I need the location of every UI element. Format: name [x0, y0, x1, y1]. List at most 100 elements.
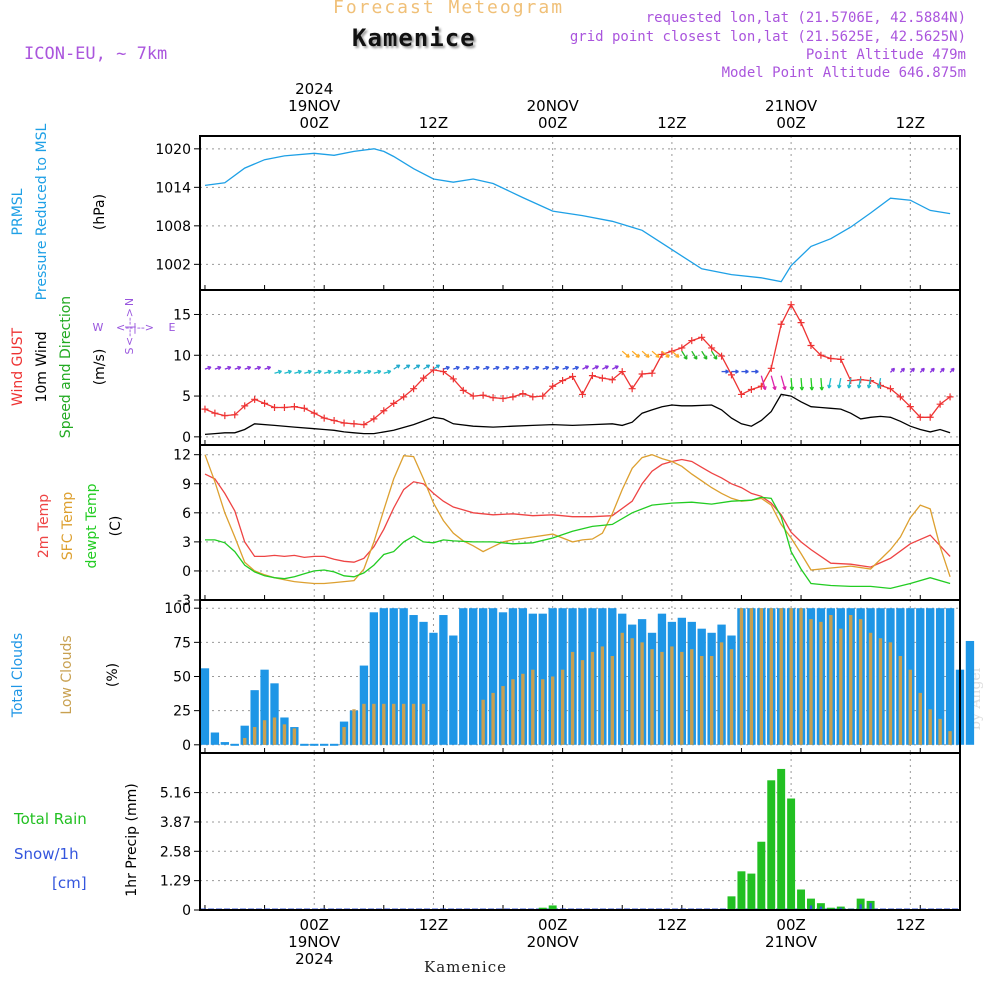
wind-direction-arrow: [711, 350, 718, 360]
wind-gust-marker: [201, 405, 209, 413]
wind-gust-marker: [459, 386, 467, 394]
low-cloud-bar: [590, 651, 595, 745]
total-cloud-bar: [379, 608, 388, 745]
y-axis-title: Wind GUST: [10, 327, 26, 406]
total-cloud-bar: [429, 632, 438, 745]
wind-direction-arrow: [681, 350, 688, 360]
compass-e: E: [169, 321, 176, 334]
wind-direction-arrowhead: [837, 384, 842, 389]
wind-gust-marker: [578, 390, 586, 398]
wind-gust-marker: [231, 411, 239, 419]
wind-gust-marker: [400, 393, 408, 401]
y-axis-title: Low Clouds: [59, 635, 75, 714]
wind-direction-arrowhead: [856, 384, 862, 389]
wind-direction-arrowhead: [645, 353, 650, 358]
wind-direction-arrowhead: [555, 365, 560, 371]
wind-direction-arrowhead: [703, 355, 708, 360]
wind-direction-arrowhead: [762, 386, 767, 391]
wind-direction-arrowhead: [614, 365, 619, 370]
wind-gust-marker: [330, 417, 338, 425]
wind-direction-arrowhead: [735, 369, 739, 374]
total-cloud-bar: [449, 635, 458, 745]
time-label-bottom: 12Z: [896, 916, 925, 934]
low-cloud-bar: [352, 709, 356, 745]
time-label-bottom: 21NOV: [765, 933, 818, 951]
snow-bar: [869, 903, 872, 910]
wind-gust-marker: [837, 355, 845, 363]
wind-gust-marker: [300, 404, 308, 412]
time-label-bottom: 00Z: [538, 916, 567, 934]
rain-bar: [797, 889, 806, 910]
wind-direction-arrowhead: [515, 365, 520, 371]
wind-direction-arrow: [848, 377, 852, 389]
wind-gust-marker: [549, 382, 557, 390]
y-tick-label: 0: [182, 738, 191, 754]
y-axis-title: 10m Wind: [34, 331, 50, 402]
low-cloud-bar: [799, 608, 803, 745]
requested-coords: requested lon,lat (21.5706E, 42.5884N): [645, 10, 966, 26]
wind-direction-arrowhead: [900, 367, 906, 372]
wind-gust-marker: [469, 392, 477, 400]
wind-direction-arrowhead: [866, 384, 872, 389]
total-cloud-bar: [220, 742, 230, 745]
wind-direction-arrowhead: [485, 365, 490, 371]
y-axis-title: (hPa): [92, 194, 108, 230]
wind-direction-arrowhead: [465, 365, 470, 371]
wind-direction-arrowhead: [930, 367, 935, 372]
wind-direction-arrowhead: [416, 364, 421, 369]
wind-direction-arrowhead: [535, 365, 540, 371]
wind-gust-marker: [529, 393, 537, 401]
wind-gust-marker: [648, 369, 656, 377]
wind-direction-arrowhead: [307, 369, 312, 375]
wind-direction-arrowhead: [406, 364, 411, 369]
wind-direction-arrowhead: [347, 369, 352, 375]
y-tick-label: 1020: [155, 142, 191, 158]
low-cloud-bar: [759, 608, 763, 745]
wind-direction-arrowhead: [425, 364, 431, 369]
low-cloud-bar: [809, 619, 813, 745]
rain-bar: [737, 871, 746, 910]
wind-direction-arrowhead: [890, 367, 896, 372]
time-label-bottom: 12Z: [419, 916, 448, 934]
time-label-top: 12Z: [657, 114, 686, 132]
rain-bar: [538, 907, 547, 910]
total-cloud-bar: [469, 608, 478, 745]
wind-direction-arrowhead: [693, 355, 698, 360]
snow-bar: [859, 904, 862, 910]
time-label-bottom: 20NOV: [527, 933, 580, 951]
wind-direction-arrowhead: [683, 355, 688, 360]
wind-direction-arrowhead: [789, 386, 795, 391]
low-cloud-bar: [610, 656, 614, 745]
wind-direction-arrowhead: [367, 369, 372, 375]
low-cloud-bar: [938, 718, 942, 745]
wind-gust-marker: [747, 386, 755, 394]
wind-gust-marker: [658, 350, 666, 358]
time-label-top: 20NOV: [527, 97, 580, 115]
total-cloud-bar: [419, 621, 428, 745]
wind-gust-marker: [777, 320, 785, 328]
wind-gust-marker: [737, 390, 745, 398]
wind-direction-arrowhead: [455, 365, 460, 371]
wind-gust-marker: [280, 403, 288, 411]
wind-direction-arrowhead: [950, 367, 955, 372]
wind-direction-arrowhead: [505, 365, 510, 371]
total-cloud-bar: [260, 669, 269, 745]
low-cloud-bar: [620, 632, 624, 745]
wind-direction-arrowhead: [604, 365, 609, 370]
point-altitude: Point Altitude 479m: [805, 47, 966, 63]
total-cloud-bar: [926, 608, 935, 745]
time-label-top: 12Z: [896, 114, 925, 132]
low-cloud-bar: [541, 679, 545, 745]
total-cloud-bar: [478, 608, 488, 745]
wind-direction-arrowhead: [772, 386, 777, 391]
wind-direction-arrowhead: [357, 369, 362, 375]
wind-gust-marker: [638, 370, 646, 378]
compass-w: W: [93, 321, 104, 334]
low-cloud-bar: [252, 727, 257, 745]
total-cloud-bar: [270, 683, 279, 745]
low-cloud-bar: [680, 651, 684, 745]
model-point-altitude: Model Point Altitude 646.875m: [721, 65, 966, 81]
low-cloud-bar: [372, 703, 376, 745]
y-tick-label: 5: [182, 389, 191, 405]
